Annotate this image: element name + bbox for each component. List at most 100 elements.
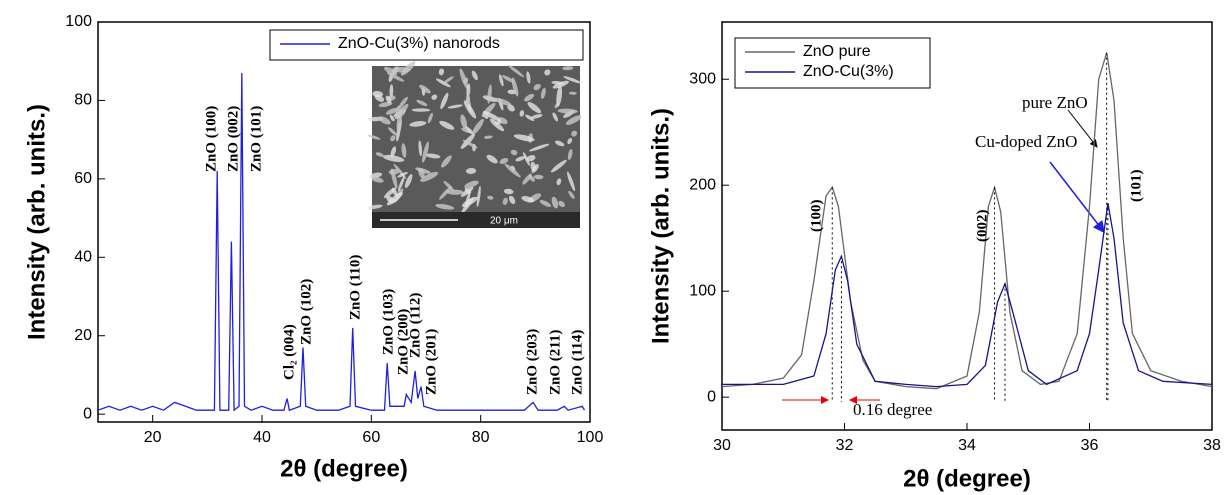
rod [568, 91, 577, 95]
rod [464, 180, 479, 189]
legend-label: ZnO pure [803, 43, 871, 60]
rod [369, 172, 383, 179]
rod [510, 149, 518, 156]
rod [513, 134, 535, 142]
rod [397, 176, 405, 192]
arrow [1049, 161, 1105, 234]
rod [503, 188, 514, 195]
inset-bar [372, 212, 580, 228]
rod [378, 101, 393, 108]
annotation: ZnO (110) [347, 255, 363, 320]
x-tick-label: 38 [1203, 437, 1221, 454]
y-tick-label: 40 [74, 249, 92, 266]
rod [441, 155, 452, 168]
rod [521, 196, 535, 203]
rod [389, 84, 394, 99]
rod [386, 192, 403, 206]
rod [530, 161, 536, 171]
rod [385, 107, 399, 115]
rod [442, 76, 454, 84]
rod [487, 84, 492, 104]
rod [418, 140, 423, 157]
rod [529, 143, 550, 152]
rod [558, 200, 565, 208]
rod [567, 171, 576, 192]
x-tick-label: 30 [713, 437, 731, 454]
plot-frame [97, 21, 591, 423]
rod [472, 118, 484, 135]
x-tick-label: 80 [472, 429, 490, 446]
rod [391, 66, 399, 75]
rod [462, 139, 478, 149]
rod [476, 185, 481, 208]
annotation: ZnO (211) [547, 330, 563, 395]
y-tick-label: 200 [689, 176, 716, 193]
rod [422, 141, 429, 163]
series-line [721, 52, 1213, 390]
y-tick-label: 60 [74, 170, 92, 187]
rod [398, 96, 408, 109]
annotation: ZnO (203) [524, 329, 540, 395]
rod [487, 195, 494, 200]
annotation: ZnO (100) [203, 106, 219, 172]
rod [459, 68, 469, 89]
rod [526, 71, 531, 84]
rod [401, 143, 407, 158]
rod [562, 66, 574, 71]
annotation: ZnO (112) [407, 293, 423, 358]
rod [440, 92, 449, 110]
y-tick-label: 0 [83, 405, 92, 422]
annotation: 0.16 degree [853, 400, 932, 419]
rod [527, 102, 542, 114]
y-axis-title: Intensity (arb. units.) [23, 104, 50, 340]
scale-label: 20 μm [490, 216, 518, 227]
rod [371, 176, 384, 183]
rod [465, 191, 471, 208]
rod [389, 114, 395, 122]
rod [431, 94, 438, 100]
rod [539, 200, 552, 207]
rod [388, 127, 398, 136]
rod [522, 152, 530, 166]
legend-label: ZnO-Cu(3%) [803, 63, 894, 80]
rod [385, 95, 392, 104]
rod [567, 148, 573, 161]
y-tick-label: 100 [65, 13, 92, 30]
rod [533, 83, 541, 91]
annotation: ZnO (201) [423, 329, 439, 395]
rod [443, 180, 454, 191]
x-tick-label: 32 [836, 437, 854, 454]
rod [507, 64, 525, 78]
rod [556, 85, 563, 107]
rod [466, 83, 471, 98]
annotation: ZnO (101) [248, 106, 264, 172]
rod [550, 159, 567, 173]
rod [374, 94, 385, 102]
series-line [97, 72, 586, 412]
legend-box [734, 37, 931, 89]
annotation: Cu-doped ZnO [975, 132, 1077, 151]
rod [367, 134, 381, 140]
rod [378, 116, 391, 125]
rod [447, 104, 463, 109]
rod [508, 195, 516, 205]
rod [483, 135, 493, 139]
legend-label: ZnO-Cu(3%) nanorods [338, 35, 500, 52]
rod [497, 117, 508, 125]
rod [411, 108, 431, 112]
rod [415, 167, 431, 174]
rod [446, 189, 464, 195]
rod [489, 118, 505, 132]
rod [530, 114, 543, 119]
rod [438, 68, 445, 76]
rod [416, 99, 428, 107]
annotation: (002) [974, 210, 990, 243]
rod [390, 135, 396, 142]
annotation: ZnO (103) [380, 289, 396, 355]
rod [427, 112, 433, 124]
y-tick-label: 100 [689, 282, 716, 299]
rod [396, 103, 409, 117]
annotation: ZnO (200) [395, 309, 411, 375]
x-tick-label: 20 [144, 429, 162, 446]
